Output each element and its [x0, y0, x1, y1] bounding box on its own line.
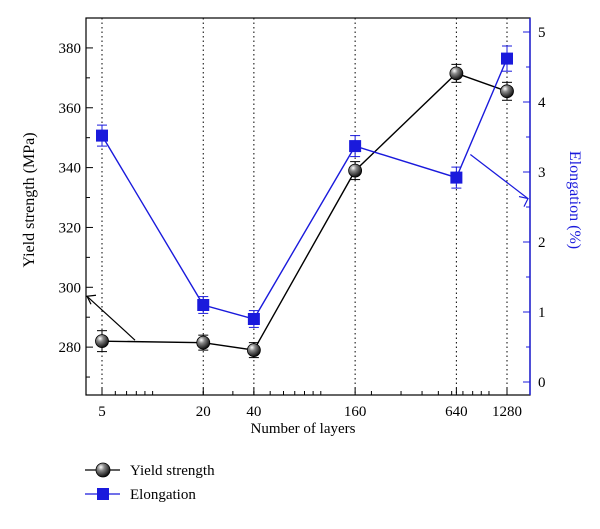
legend-item-elongation: Elongation	[85, 487, 196, 503]
y-right-tick-label-1: 1	[538, 305, 546, 321]
data-point-elongation-160	[349, 140, 362, 153]
series-line-elongation	[101, 58, 508, 320]
data-point-elongation-1280	[501, 52, 513, 65]
x-tick-label-640: 640	[445, 404, 468, 420]
x-tick-label-5: 5	[98, 404, 106, 420]
series-layer	[95, 45, 514, 359]
y-left-tick-label-280: 280	[59, 340, 82, 356]
x-tick-label-20: 20	[196, 404, 211, 420]
legend-label-yield: Yield strength	[130, 463, 215, 479]
grid-lines	[101, 18, 508, 395]
y-axis-left-label: Yield strength (MPa)	[21, 132, 38, 267]
x-tick-label-1280: 1280	[492, 404, 522, 420]
x-tick-label-40: 40	[246, 404, 261, 420]
series-line-yield-strength	[101, 72, 508, 351]
axis-indicator-arrows	[86, 154, 529, 341]
data-point-elongation-640	[450, 171, 463, 184]
y-right-tick-label-5: 5	[538, 25, 546, 41]
legend-label-elongation: Elongation	[130, 487, 196, 503]
arrow-head-left	[86, 294, 97, 305]
data-point-elongation-5	[96, 129, 108, 142]
y-left-tick-label-300: 300	[59, 280, 82, 296]
y-left-tick-label-340: 340	[59, 161, 82, 177]
data-point-yield-strength-20	[196, 335, 211, 350]
x-axis-label: Number of layers	[251, 421, 356, 437]
y-left-tick-label-320: 320	[59, 220, 82, 236]
data-point-yield-strength-40	[246, 343, 261, 358]
y-right-tick-label-0: 0	[538, 375, 546, 391]
legend-marker-elongation	[97, 488, 109, 500]
arrow-to-left-axis	[86, 295, 136, 341]
y-right-tick-label-2: 2	[538, 235, 546, 251]
legend-marker-yield	[95, 462, 111, 478]
y-axis-right-label: Elongation (%)	[566, 151, 583, 249]
legend-item-yield-strength: Yield strength	[85, 462, 215, 479]
legend: Yield strength Elongation	[85, 462, 215, 503]
y-right-tick-label-3: 3	[538, 165, 546, 181]
y-right-tick-label-4: 4	[538, 95, 546, 111]
arrow-to-right-axis	[470, 154, 529, 200]
plot-frame	[85, 17, 531, 396]
y-left-tick-label-360: 360	[59, 101, 82, 117]
data-point-yield-strength-5	[95, 334, 109, 349]
data-point-yield-strength-160	[348, 163, 363, 178]
arrow-head-right	[518, 196, 529, 207]
y-left-tick-label-380: 380	[59, 41, 82, 57]
data-point-elongation-20	[197, 299, 210, 311]
axis-ticks: 5 20 40 160 640 1280 280 300 320 340 360 380 0 1 2 3 4 5	[59, 17, 546, 420]
data-point-yield-strength-1280	[500, 84, 514, 99]
x-tick-label-160: 160	[344, 404, 367, 420]
data-point-yield-strength-640	[449, 66, 464, 81]
data-point-elongation-40	[247, 313, 260, 325]
